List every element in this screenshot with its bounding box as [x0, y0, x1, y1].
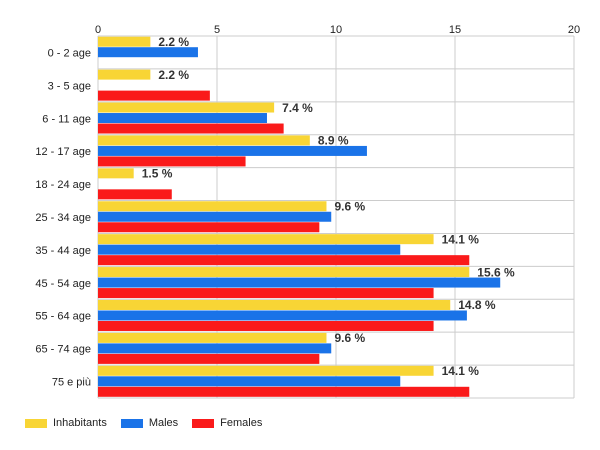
data-label: 14.1 % — [442, 364, 480, 378]
legend-swatch — [25, 418, 47, 428]
legend-label: Inhabitants — [53, 417, 107, 429]
bar — [98, 222, 320, 233]
legend: Inhabitants Males Females — [25, 417, 276, 429]
data-label: 14.8 % — [458, 298, 496, 312]
data-label: 14.1 % — [442, 232, 480, 246]
bar — [98, 267, 470, 278]
category-label: 6 - 11 age — [42, 113, 91, 125]
data-label: 7.4 % — [282, 101, 313, 115]
category-label: 55 - 64 age — [35, 311, 91, 323]
category-label: 18 - 24 age — [35, 179, 91, 191]
bars — [98, 36, 501, 397]
bar — [98, 255, 470, 266]
legend-item-females[interactable]: Females — [192, 417, 262, 429]
bar — [98, 189, 172, 200]
legend-swatch — [192, 418, 215, 428]
legend-label: Males — [148, 417, 179, 429]
category-label: 65 - 74 age — [35, 344, 91, 356]
bar — [98, 90, 210, 101]
x-tick-label: 5 — [214, 24, 220, 36]
category-label: 45 - 54 age — [35, 278, 91, 290]
x-tick-label: 20 — [568, 24, 580, 36]
category-label: 35 - 44 age — [35, 245, 91, 257]
bar — [98, 353, 320, 364]
bar — [98, 244, 401, 255]
bar — [98, 386, 470, 397]
legend-item-inhabitants[interactable]: Inhabitants — [25, 417, 107, 429]
bar — [98, 332, 327, 343]
legend-swatch — [120, 418, 143, 428]
category-label: 25 - 34 age — [35, 212, 91, 224]
legend-item-males[interactable]: Males — [120, 417, 179, 429]
data-labels: 2.2 % 2.2 % 7.4 % 8.9 % 1.5 % 9.6 % 14.1 % 15.6… — [142, 35, 515, 378]
category-label: 3 - 5 age — [48, 80, 91, 92]
x-tick-label: 15 — [449, 24, 461, 36]
data-label: 1.5 % — [142, 167, 173, 181]
bar — [98, 156, 246, 167]
x-axis-ticks: 0 5 10 15 20 — [95, 24, 580, 36]
data-label: 2.2 % — [158, 68, 189, 82]
bar — [98, 102, 275, 113]
grid-lines — [97, 35, 575, 399]
bar — [98, 288, 434, 299]
x-tick-label: 0 — [95, 24, 101, 36]
bar — [98, 168, 134, 179]
data-label: 2.2 % — [158, 35, 189, 49]
legend-label: Females — [220, 417, 263, 429]
data-label: 9.6 % — [334, 200, 365, 214]
bar — [98, 36, 151, 47]
bar — [98, 47, 198, 58]
bar — [98, 310, 467, 321]
bar — [98, 376, 401, 387]
data-label: 15.6 % — [477, 265, 515, 279]
bar — [98, 123, 284, 134]
bar — [98, 135, 310, 146]
x-tick-label: 10 — [330, 24, 342, 36]
bar — [98, 113, 267, 124]
bar — [98, 277, 501, 288]
category-label: 75 e più — [52, 377, 91, 389]
category-label: 0 - 2 age — [48, 47, 91, 59]
data-label: 9.6 % — [334, 331, 365, 345]
bar — [98, 211, 332, 222]
bar — [98, 299, 451, 310]
data-label: 8.9 % — [318, 134, 349, 148]
bar — [98, 365, 434, 376]
bar — [98, 201, 327, 212]
bar — [98, 343, 332, 354]
bar — [98, 320, 434, 331]
category-labels: 0 - 2 age 3 - 5 age 6 - 11 age 12 - 17 age 1… — [35, 47, 91, 388]
category-label: 12 - 17 age — [35, 146, 91, 158]
bar — [98, 145, 367, 156]
bar — [98, 69, 151, 80]
bar — [98, 234, 434, 245]
